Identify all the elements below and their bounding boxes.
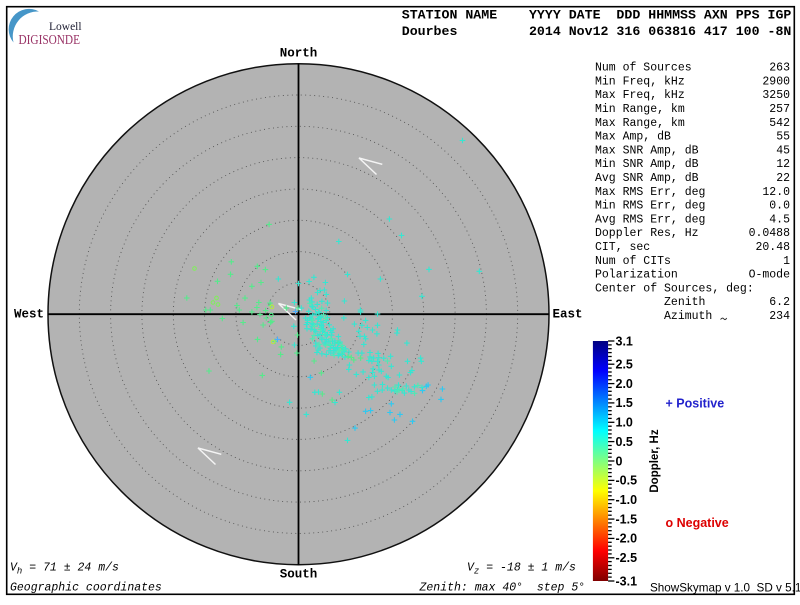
svg-text:1.5: 1.5: [616, 396, 633, 410]
svg-text:CIT, sec: CIT, sec: [595, 241, 650, 254]
svg-text:Min Range, km: Min Range, km: [595, 103, 685, 116]
svg-text:West: West: [14, 308, 44, 322]
svg-text:0.0: 0.0: [769, 200, 790, 213]
svg-text:South: South: [280, 568, 318, 582]
svg-text:-1.5: -1.5: [616, 512, 638, 526]
svg-text:Avg RMS Err, deg: Avg RMS Err, deg: [595, 213, 705, 226]
svg-text:3.1: 3.1: [616, 334, 633, 348]
svg-text:DIGISONDE: DIGISONDE: [19, 32, 81, 47]
svg-text:22: 22: [776, 172, 790, 185]
svg-text:+ Positive: + Positive: [666, 397, 725, 411]
svg-text:-0.5: -0.5: [616, 474, 638, 488]
svg-text:Max Range, km: Max Range, km: [595, 117, 685, 130]
svg-text:Lowell: Lowell: [49, 21, 82, 33]
svg-text:-3.1: -3.1: [616, 574, 638, 588]
svg-text:1.0: 1.0: [616, 416, 633, 430]
svg-text:0.0488: 0.0488: [749, 227, 791, 240]
svg-text:Min RMS Err, deg: Min RMS Err, deg: [595, 200, 705, 213]
svg-text:Azimuth: Azimuth: [595, 310, 712, 323]
svg-text:Zenith: Zenith: [595, 296, 705, 309]
svg-text:234: 234: [769, 310, 790, 323]
svg-text:Max RMS Err, deg: Max RMS Err, deg: [595, 186, 705, 199]
svg-text:Min SNR Amp, dB: Min SNR Amp, dB: [595, 158, 699, 171]
svg-text:Num of CITs: Num of CITs: [595, 255, 671, 268]
svg-text:Min Freq, kHz: Min Freq, kHz: [595, 75, 685, 88]
svg-text:Doppler, Hz: Doppler, Hz: [649, 429, 661, 493]
svg-text:North: North: [280, 47, 318, 61]
svg-text:Max Amp, dB: Max Amp, dB: [595, 131, 671, 144]
svg-text:Num of Sources: Num of Sources: [595, 62, 692, 75]
svg-text:ShowSkymap v 1.0 SD v 5.1: ShowSkymap v 1.0 SD v 5.1: [650, 582, 800, 595]
svg-text:2900: 2900: [762, 75, 790, 88]
svg-text:2.0: 2.0: [616, 377, 633, 391]
svg-text:4.5: 4.5: [769, 213, 790, 226]
svg-text:20.48: 20.48: [755, 241, 790, 254]
svg-text:o Negative: o Negative: [666, 516, 729, 530]
svg-text:3250: 3250: [762, 89, 790, 102]
svg-text:Polarization: Polarization: [595, 269, 678, 282]
svg-text:Vh = 71 ± 24 m/s: Vh = 71 ± 24 m/s: [10, 562, 119, 577]
svg-text:O-mode: O-mode: [749, 269, 791, 282]
svg-text:1: 1: [783, 255, 790, 268]
svg-text:12.0: 12.0: [762, 186, 790, 199]
svg-text:-2.0: -2.0: [616, 532, 638, 546]
svg-text:Max Freq, kHz: Max Freq, kHz: [595, 89, 685, 102]
svg-text:Dourbes 2014 Nov12 316: Dourbes 2014 Nov12 316 063816 417 100 -8…: [402, 24, 792, 39]
svg-text:Avg SNR Amp, dB: Avg SNR Amp, dB: [595, 172, 699, 185]
svg-text:Vz = -18 ± 1 m/s: Vz = -18 ± 1 m/s: [467, 562, 576, 577]
svg-text:12: 12: [776, 158, 790, 171]
svg-text:257: 257: [769, 103, 790, 116]
svg-text:Center of Sources, deg:: Center of Sources, deg:: [595, 282, 754, 295]
svg-text:55: 55: [776, 131, 790, 144]
svg-text:45: 45: [776, 144, 790, 157]
svg-text:STATION NAME YYYY DATE DDD: STATION NAME YYYY DATE DDD HHMMSS AXN PP…: [402, 8, 792, 23]
svg-text:Zenith: max 40° step 5°: Zenith: max 40° step 5°: [419, 582, 586, 595]
svg-text:East: East: [553, 308, 583, 322]
svg-text:263: 263: [769, 62, 790, 75]
svg-text:-2.5: -2.5: [616, 551, 638, 565]
svg-text:-1.0: -1.0: [616, 493, 638, 507]
svg-text:6.2: 6.2: [769, 296, 790, 309]
svg-text:542: 542: [769, 117, 790, 130]
svg-text:Max SNR Amp, dB: Max SNR Amp, dB: [595, 144, 699, 157]
svg-text:2.5: 2.5: [616, 358, 633, 372]
svg-text:Doppler Res, Hz: Doppler Res, Hz: [595, 227, 699, 240]
svg-text:0.5: 0.5: [616, 435, 633, 449]
svg-text:Geographic coordinates: Geographic coordinates: [10, 582, 162, 595]
svg-text:0: 0: [616, 454, 623, 468]
